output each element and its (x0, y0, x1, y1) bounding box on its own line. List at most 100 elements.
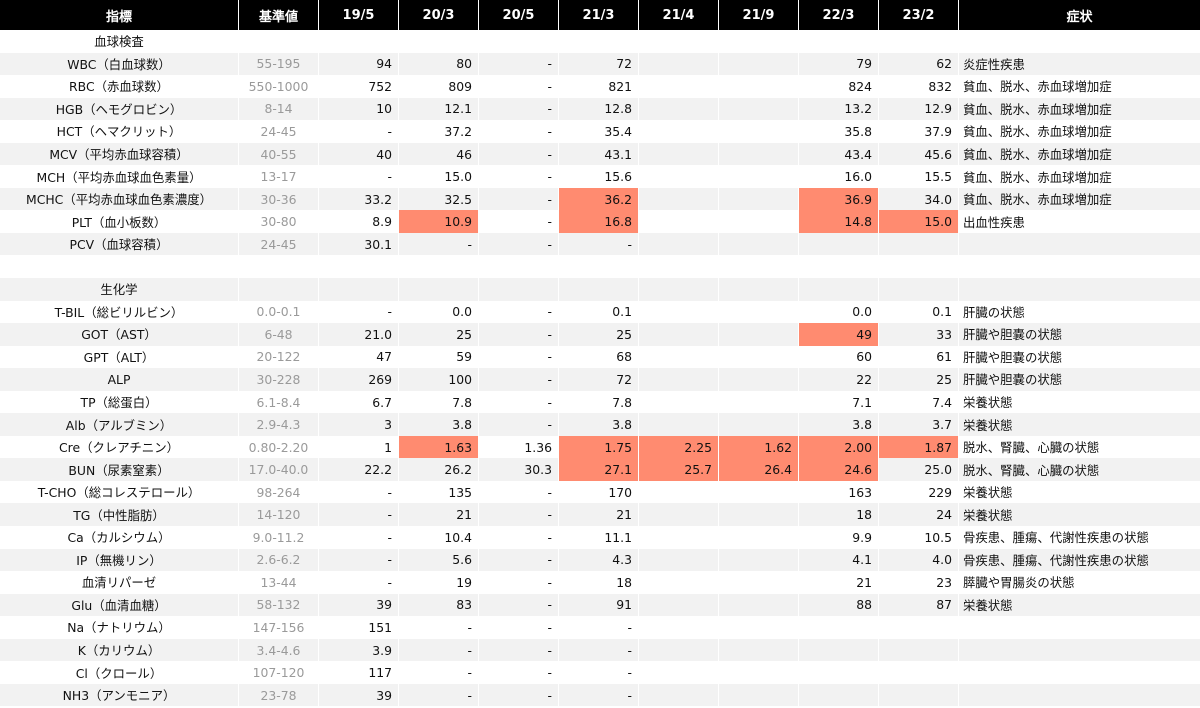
value-cell[interactable] (719, 548, 799, 572)
value-cell[interactable] (879, 661, 959, 684)
symptom-cell[interactable] (959, 683, 1200, 707)
value-cell[interactable]: - (559, 638, 639, 662)
reference-cell[interactable]: 13-44 (239, 571, 319, 594)
value-cell[interactable]: 269 (319, 368, 399, 391)
reference-cell[interactable]: 58-132 (239, 593, 319, 617)
value-cell[interactable] (719, 52, 799, 76)
header-symptom[interactable]: 症状 (959, 0, 1200, 30)
value-cell[interactable]: - (479, 187, 559, 211)
value-cell[interactable]: - (319, 526, 399, 549)
value-cell[interactable]: 21 (559, 503, 639, 527)
value-cell[interactable]: 30.1 (319, 232, 399, 256)
value-cell[interactable]: - (479, 232, 559, 256)
value-cell[interactable] (719, 210, 799, 233)
value-cell[interactable]: 18 (559, 571, 639, 594)
value-cell[interactable]: 40 (319, 142, 399, 166)
value-cell[interactable] (879, 30, 959, 53)
value-cell[interactable] (639, 52, 719, 76)
value-cell[interactable]: 163 (799, 480, 879, 504)
value-cell[interactable] (799, 638, 879, 662)
symptom-cell[interactable] (959, 278, 1200, 301)
indicator-cell[interactable]: MCH（平均赤血球血色素量） (0, 165, 239, 188)
value-cell[interactable]: - (479, 345, 559, 369)
value-cell[interactable]: - (479, 368, 559, 391)
value-cell[interactable]: 135 (399, 480, 479, 504)
symptom-cell[interactable] (959, 30, 1200, 53)
symptom-cell[interactable]: 貧血、脱水、赤血球増加症 (959, 142, 1200, 166)
value-cell[interactable]: - (559, 232, 639, 256)
value-cell[interactable] (639, 661, 719, 684)
value-cell[interactable] (879, 616, 959, 639)
indicator-cell[interactable]: BUN（尿素窒素） (0, 458, 239, 481)
reference-cell[interactable]: 24-45 (239, 232, 319, 256)
value-cell[interactable] (639, 390, 719, 414)
value-cell[interactable]: - (479, 413, 559, 436)
value-cell[interactable]: - (319, 165, 399, 188)
value-cell[interactable]: 34.0 (879, 187, 959, 211)
header-indicator[interactable]: 指標 (0, 0, 239, 30)
value-cell[interactable]: 832 (879, 75, 959, 98)
value-cell[interactable]: - (399, 661, 479, 684)
value-cell[interactable] (719, 571, 799, 594)
value-cell[interactable]: 0.0 (399, 300, 479, 324)
symptom-cell[interactable]: 栄養状態 (959, 593, 1200, 617)
value-cell[interactable]: - (479, 210, 559, 233)
value-cell[interactable]: 809 (399, 75, 479, 98)
symptom-cell[interactable]: 貧血、脱水、赤血球増加症 (959, 97, 1200, 121)
reference-cell[interactable]: 13-17 (239, 165, 319, 188)
value-cell[interactable]: 22.2 (319, 458, 399, 481)
value-cell[interactable]: 6.7 (319, 390, 399, 414)
value-cell[interactable]: 2.00 (799, 435, 879, 459)
value-cell[interactable]: - (399, 616, 479, 639)
indicator-cell[interactable]: Na（ナトリウム） (0, 616, 239, 639)
symptom-cell[interactable]: 栄養状態 (963, 485, 1013, 501)
value-cell[interactable] (719, 142, 799, 166)
symptom-cell[interactable]: 貧血、脱水、赤血球増加症 (963, 124, 1112, 140)
value-cell[interactable]: 7.1 (799, 390, 879, 414)
value-cell[interactable]: 1.87 (879, 435, 959, 459)
value-cell[interactable]: 3.7 (879, 413, 959, 436)
reference-cell[interactable] (239, 278, 319, 301)
value-cell[interactable]: 72 (559, 52, 639, 76)
value-cell[interactable] (639, 368, 719, 391)
indicator-cell[interactable]: ALP (0, 368, 239, 391)
value-cell[interactable]: 4.1 (799, 548, 879, 572)
value-cell[interactable]: 10 (319, 97, 399, 121)
indicator-cell[interactable]: 生化学 (0, 278, 239, 301)
value-cell[interactable] (719, 323, 799, 346)
symptom-cell[interactable]: 肝臓や胆嚢の状態 (959, 368, 1200, 391)
value-cell[interactable] (719, 638, 799, 662)
value-cell[interactable]: 49 (799, 323, 879, 346)
symptom-cell[interactable] (959, 661, 1200, 684)
value-cell[interactable] (719, 30, 799, 53)
value-cell[interactable]: - (319, 120, 399, 143)
value-cell[interactable] (639, 210, 719, 233)
indicator-cell[interactable]: Glu（血清血糖） (0, 593, 239, 617)
reference-cell[interactable]: 8-14 (239, 97, 319, 121)
value-cell[interactable] (639, 548, 719, 572)
indicator-cell[interactable]: TG（中性脂肪） (0, 503, 239, 527)
value-cell[interactable]: 7.8 (559, 390, 639, 414)
value-cell[interactable]: 87 (879, 593, 959, 617)
value-cell[interactable]: 0.1 (559, 300, 639, 324)
reference-cell[interactable]: 6.1-8.4 (239, 390, 319, 414)
reference-cell[interactable]: 23-78 (239, 683, 319, 707)
indicator-cell[interactable]: T-CHO（総コレステロール） (0, 480, 239, 504)
value-cell[interactable]: 1.62 (719, 435, 799, 459)
value-cell[interactable] (639, 278, 719, 301)
value-cell[interactable]: 22 (799, 368, 879, 391)
value-cell[interactable] (799, 616, 879, 639)
symptom-cell[interactable]: 骨疾患、腫瘍、代謝性疾患の状態 (959, 548, 1200, 572)
value-cell[interactable] (639, 345, 719, 369)
value-cell[interactable] (799, 232, 879, 256)
value-cell[interactable]: 37.9 (879, 120, 959, 143)
symptom-cell[interactable] (959, 616, 1200, 639)
value-cell[interactable]: 1.36 (479, 435, 559, 459)
value-cell[interactable]: - (319, 300, 399, 324)
value-cell[interactable]: - (479, 323, 559, 346)
value-cell[interactable]: - (479, 390, 559, 414)
value-cell[interactable]: 37.2 (399, 120, 479, 143)
value-cell[interactable]: - (479, 526, 559, 549)
value-cell[interactable]: 0.1 (879, 300, 959, 324)
value-cell[interactable] (719, 187, 799, 211)
